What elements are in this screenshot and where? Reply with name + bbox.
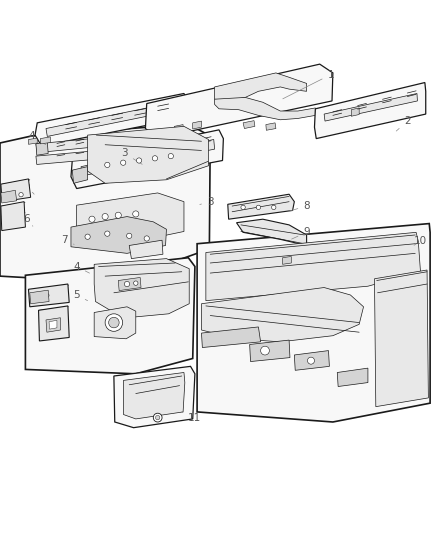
Text: 3: 3 — [200, 197, 214, 207]
Polygon shape — [174, 125, 183, 133]
Polygon shape — [28, 138, 37, 144]
Circle shape — [153, 413, 162, 422]
Circle shape — [144, 236, 149, 241]
Circle shape — [115, 212, 121, 219]
Polygon shape — [1, 201, 25, 231]
Circle shape — [120, 160, 126, 165]
Polygon shape — [351, 108, 359, 116]
Polygon shape — [228, 194, 294, 219]
Polygon shape — [1, 190, 17, 203]
Polygon shape — [0, 124, 210, 280]
Circle shape — [124, 281, 130, 287]
Polygon shape — [266, 123, 276, 130]
Polygon shape — [314, 83, 426, 139]
Polygon shape — [36, 143, 182, 165]
Polygon shape — [71, 130, 223, 189]
Circle shape — [307, 357, 314, 364]
Polygon shape — [1, 179, 31, 201]
Polygon shape — [145, 64, 333, 138]
Polygon shape — [201, 287, 364, 342]
Polygon shape — [88, 126, 208, 183]
Circle shape — [36, 294, 41, 298]
Text: 1: 1 — [283, 70, 334, 99]
Polygon shape — [40, 137, 50, 144]
Text: 11: 11 — [182, 412, 201, 423]
Circle shape — [256, 205, 261, 209]
Polygon shape — [237, 219, 307, 246]
Text: 6: 6 — [104, 312, 111, 322]
Text: 6: 6 — [23, 214, 33, 226]
Polygon shape — [206, 232, 420, 301]
Circle shape — [241, 205, 245, 209]
Circle shape — [152, 156, 158, 161]
Polygon shape — [49, 320, 57, 329]
Text: 8: 8 — [290, 201, 310, 211]
Polygon shape — [197, 223, 430, 422]
Circle shape — [85, 234, 90, 239]
Circle shape — [137, 158, 141, 163]
Text: 10: 10 — [414, 236, 427, 246]
Circle shape — [89, 216, 95, 222]
Polygon shape — [72, 167, 88, 183]
Polygon shape — [77, 193, 184, 243]
Polygon shape — [337, 368, 368, 386]
Text: 9: 9 — [292, 228, 310, 239]
Polygon shape — [193, 121, 201, 129]
Polygon shape — [294, 351, 329, 370]
Circle shape — [102, 214, 108, 220]
Polygon shape — [94, 259, 189, 317]
Polygon shape — [374, 270, 428, 407]
Polygon shape — [283, 256, 291, 264]
Polygon shape — [129, 240, 163, 259]
Circle shape — [133, 211, 139, 217]
Polygon shape — [114, 366, 195, 427]
Text: 5: 5 — [73, 290, 88, 301]
Circle shape — [46, 294, 49, 297]
Circle shape — [7, 194, 12, 199]
Text: 5: 5 — [23, 181, 34, 194]
Circle shape — [105, 314, 123, 332]
Polygon shape — [30, 290, 49, 304]
Polygon shape — [250, 340, 290, 361]
Polygon shape — [124, 373, 185, 419]
Polygon shape — [25, 258, 195, 374]
Circle shape — [127, 233, 132, 238]
Circle shape — [168, 154, 173, 159]
Polygon shape — [243, 120, 255, 128]
Text: 3: 3 — [121, 149, 142, 164]
Polygon shape — [71, 216, 166, 253]
Polygon shape — [94, 307, 136, 339]
Polygon shape — [39, 306, 69, 341]
Polygon shape — [46, 318, 60, 332]
Circle shape — [272, 205, 276, 209]
Circle shape — [19, 192, 23, 197]
Polygon shape — [46, 103, 173, 136]
Text: 7: 7 — [61, 235, 74, 245]
Circle shape — [105, 231, 110, 236]
Text: 4: 4 — [73, 262, 89, 273]
Circle shape — [261, 346, 269, 355]
Polygon shape — [81, 140, 215, 176]
Text: 4: 4 — [28, 131, 46, 144]
Polygon shape — [35, 93, 188, 146]
Text: 2: 2 — [396, 116, 411, 131]
Circle shape — [134, 281, 138, 285]
Polygon shape — [215, 73, 307, 101]
Circle shape — [109, 317, 119, 328]
Circle shape — [105, 162, 110, 167]
Circle shape — [155, 415, 160, 420]
Polygon shape — [215, 98, 315, 120]
Polygon shape — [36, 142, 48, 155]
Polygon shape — [324, 93, 417, 121]
Polygon shape — [36, 130, 185, 152]
Polygon shape — [28, 284, 69, 307]
Polygon shape — [201, 327, 261, 348]
Polygon shape — [118, 278, 141, 290]
